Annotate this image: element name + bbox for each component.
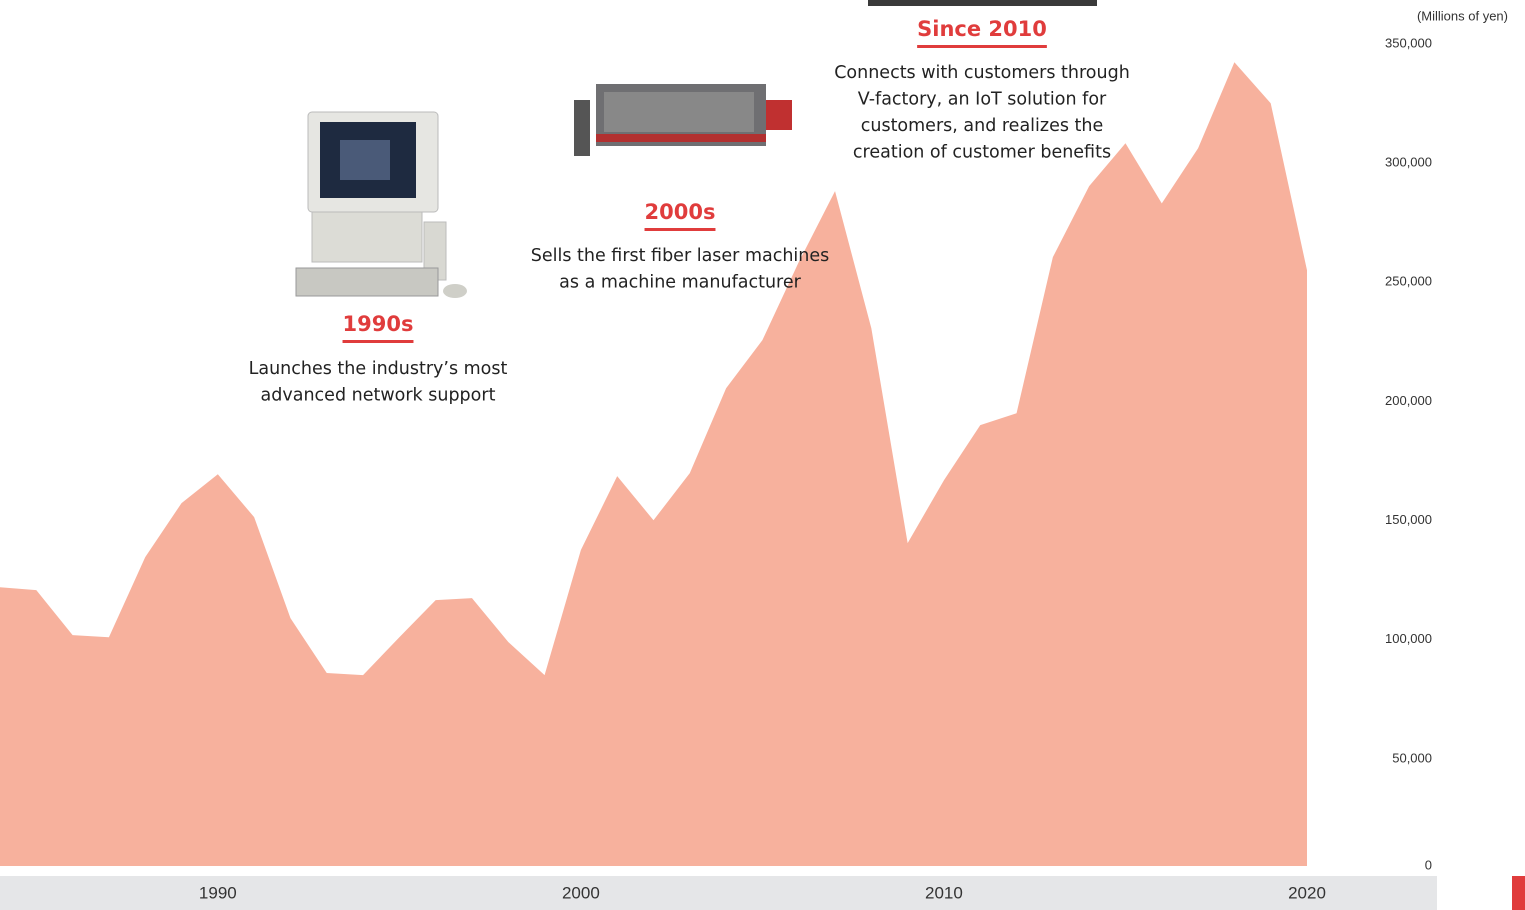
y-tick-label: 0 xyxy=(1425,857,1432,872)
y-tick-label: 200,000 xyxy=(1385,393,1432,408)
image-2000s xyxy=(574,84,792,156)
image-2010 xyxy=(868,0,1097,6)
x-tick-label: 2000 xyxy=(562,883,600,902)
annotation-title: 2000s xyxy=(645,200,716,224)
annotation-text: Sells the first fiber laser machines xyxy=(531,246,830,266)
unit-label: (Millions of yen) xyxy=(1417,8,1508,23)
y-tick-label: 50,000 xyxy=(1392,750,1432,765)
y-tick-label: 300,000 xyxy=(1385,155,1432,170)
annotation-title: Since 2010 xyxy=(917,17,1047,41)
corner-marker xyxy=(1512,876,1525,910)
y-tick-label: 150,000 xyxy=(1385,512,1432,527)
y-tick-label: 100,000 xyxy=(1385,631,1432,646)
annotation-text: V-factory, an IoT solution for xyxy=(858,90,1107,110)
annotation-text: creation of customer benefits xyxy=(853,143,1111,163)
title-underline xyxy=(645,228,716,231)
chart: (Millions of yen) 0 50,000 100,000 150,000 2… xyxy=(0,0,1525,910)
annotation-text: Connects with customers through xyxy=(834,63,1130,83)
area-layer xyxy=(0,62,1307,866)
title-underline xyxy=(917,45,1047,48)
annotation-text: advanced network support xyxy=(261,386,496,406)
title-underline xyxy=(343,340,414,343)
annotation-text: as a machine manufacturer xyxy=(559,273,801,293)
area xyxy=(0,62,1307,866)
y-tick-label: 250,000 xyxy=(1385,274,1432,289)
annotation-text: customers, and realizes the xyxy=(861,116,1104,136)
x-tick-label: 1990 xyxy=(199,883,237,902)
x-tick-label: 2010 xyxy=(925,883,963,902)
annotation-title: 1990s xyxy=(343,312,414,336)
y-tick-label: 350,000 xyxy=(1385,35,1432,50)
x-tick-label: 2020 xyxy=(1288,883,1326,902)
annotation-text: Launches the industry’s most xyxy=(249,359,508,379)
image-1990s xyxy=(296,112,467,298)
